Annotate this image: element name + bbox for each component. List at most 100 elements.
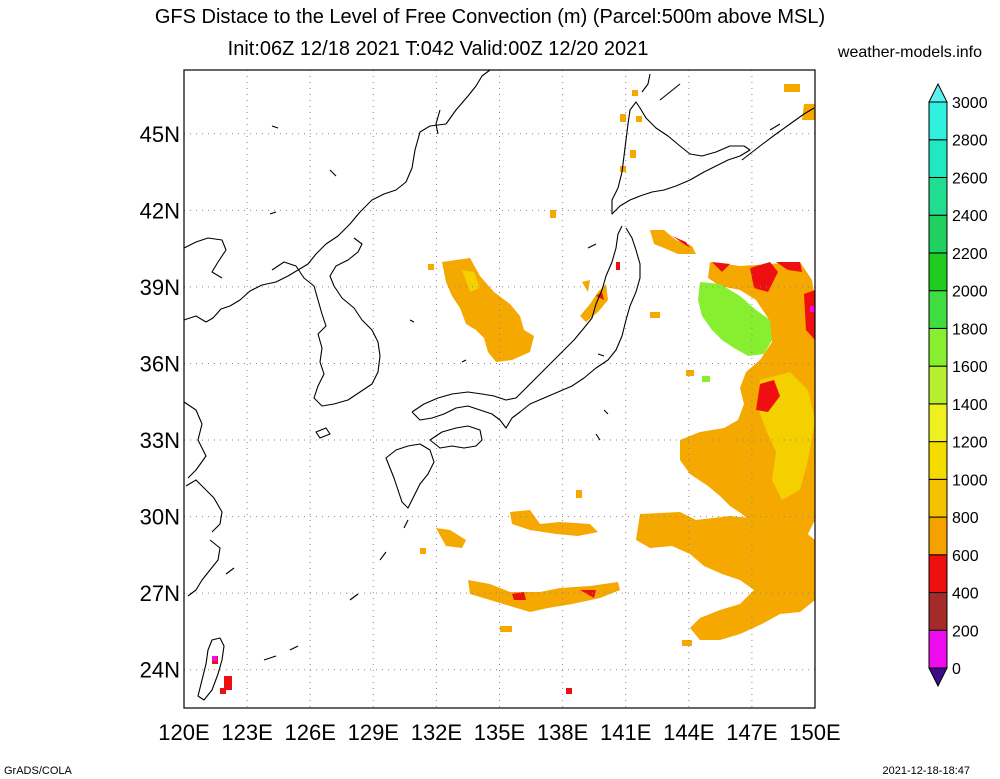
lfc-region [698, 282, 772, 356]
lfc-region [636, 512, 815, 640]
colorbar-label: 1400 [952, 397, 988, 414]
lfc-region [428, 264, 434, 270]
colorbar-bin [928, 139, 948, 178]
lon-tick-label: 129E [348, 720, 399, 745]
footer-software: GrADS/COLA [4, 765, 72, 777]
lon-tick-label: 150E [789, 720, 840, 745]
colorbar-label: 200 [952, 623, 979, 640]
lat-tick-label: 45N [140, 122, 180, 147]
colorbar-bin [928, 554, 948, 594]
lfc-region [750, 262, 778, 292]
lfc-region [224, 676, 232, 690]
lfc-region [582, 280, 590, 292]
colorbar-label: 800 [952, 510, 979, 527]
lfc-region [686, 370, 694, 376]
colorbar-bin [928, 478, 948, 518]
colorbar-bin [928, 327, 948, 367]
colorbar-bin [928, 290, 948, 329]
colorbar-label: 600 [952, 548, 979, 565]
lfc-region [630, 150, 636, 158]
colorbar-bin [928, 365, 948, 405]
colorbar-bin [928, 516, 948, 556]
title-line-2: Init:06Z 12/18 2021 T:042 Valid:00Z 12/2… [227, 38, 649, 60]
lfc-region [566, 688, 572, 694]
lfc-region [620, 114, 626, 122]
lfc-region [632, 90, 638, 96]
lon-tick-label: 120E [158, 720, 209, 745]
lfc-region [212, 656, 217, 661]
footer-timestamp: 2021-12-18-18:47 [882, 765, 970, 777]
colorbar-bin [928, 214, 948, 254]
lat-tick-label: 42N [140, 198, 180, 223]
colorbar-bin [928, 629, 948, 669]
lfc-region [510, 510, 598, 536]
colorbar-min-arrow [928, 667, 948, 688]
colorbar-label: 2400 [952, 208, 988, 225]
colorbar-label: 2000 [952, 284, 988, 301]
lfc-region [650, 230, 696, 254]
colorbar-label: 1200 [952, 435, 988, 452]
colorbar-label: 1600 [952, 359, 988, 376]
lfc-region [620, 166, 626, 172]
lfc-region [420, 548, 426, 554]
lat-tick-label: 36N [140, 351, 180, 376]
lfc-region [616, 262, 620, 270]
colorbar-bin [928, 101, 948, 141]
lfc-region [462, 270, 480, 292]
colorbar-label: 1000 [952, 472, 988, 489]
colorbar-bin [928, 592, 948, 631]
site-credit: weather-models.info [837, 44, 982, 61]
colorbar-bin [928, 252, 948, 292]
lon-tick-label: 126E [285, 720, 336, 745]
lfc-region [220, 688, 226, 694]
lon-tick-label: 132E [411, 720, 462, 745]
lfc-region [672, 236, 690, 248]
colorbar-label: 2200 [952, 246, 988, 263]
lon-tick-label: 147E [726, 720, 777, 745]
lon-tick-label: 138E [537, 720, 588, 745]
lfc-region [442, 258, 534, 362]
colorbar-label: 2800 [952, 133, 988, 150]
lfc-field-layer [212, 84, 815, 694]
lfc-region [580, 590, 596, 598]
lfc-region [784, 84, 800, 92]
lfc-region [702, 376, 710, 382]
graticule [184, 70, 815, 708]
lon-tick-label: 123E [221, 720, 272, 745]
lat-tick-label: 33N [140, 428, 180, 453]
lfc-region [636, 116, 642, 122]
colorbar-bin [928, 441, 948, 480]
colorbar-bin [928, 176, 948, 216]
lfc-region [580, 284, 608, 322]
map-frame [183, 69, 816, 709]
lfc-region [810, 306, 815, 312]
lfc-region [756, 380, 780, 412]
colorbar-bin [928, 403, 948, 443]
coastlines [183, 69, 815, 701]
lon-tick-label: 141E [600, 720, 651, 745]
lfc-region [468, 580, 620, 612]
lat-tick-label: 24N [140, 658, 180, 683]
lfc-region [500, 626, 512, 632]
lfc-region [802, 104, 815, 120]
title-line-1: GFS Distace to the Level of Free Convect… [154, 6, 826, 28]
lat-tick-label: 39N [140, 275, 180, 300]
colorbar: 0 200 400 600 800 1000 1200 1400 1600 1800 2000 220… [928, 82, 988, 688]
lfc-region [550, 210, 556, 218]
lfc-region [776, 262, 802, 272]
lfc-region [712, 262, 730, 272]
lfc-region [682, 640, 692, 646]
lon-tick-label: 135E [474, 720, 525, 745]
lat-tick-label: 30N [140, 505, 180, 530]
lfc-region [650, 312, 660, 318]
colorbar-label: 3000 [952, 95, 988, 112]
lfc-region [576, 490, 582, 498]
colorbar-label: 0 [952, 661, 961, 678]
colorbar-label: 2600 [952, 170, 988, 187]
lon-tick-label: 144E [663, 720, 714, 745]
lat-tick-label: 27N [140, 581, 180, 606]
lfc-region [804, 290, 815, 340]
colorbar-max-arrow [928, 82, 948, 103]
colorbar-label: 400 [952, 586, 979, 603]
lfc-region [512, 592, 526, 600]
